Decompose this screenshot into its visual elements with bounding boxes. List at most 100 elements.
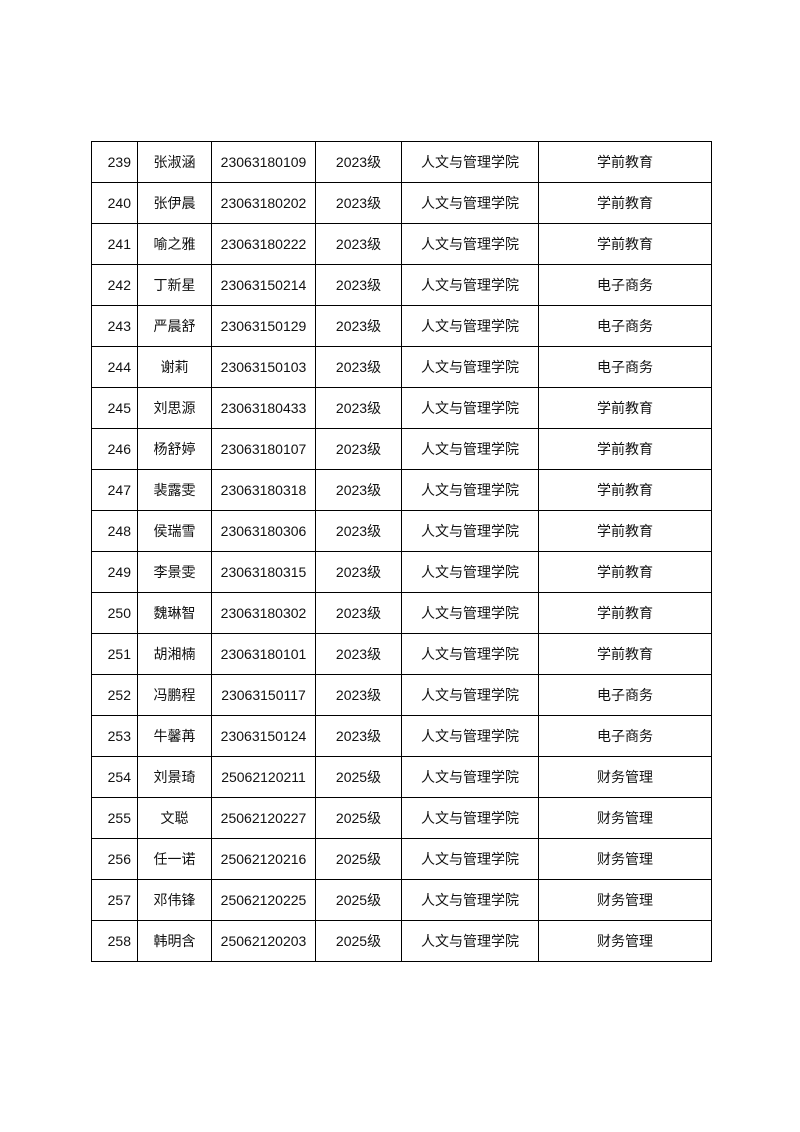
college-cell: 人文与管理学院 bbox=[401, 592, 539, 634]
row-number-cell: 246 bbox=[91, 428, 138, 470]
table-row: 253 牛馨苒 23063150124 2023级 人文与管理学院 电子商务 bbox=[91, 715, 712, 757]
table-row: 250 魏琳智 23063180302 2023级 人文与管理学院 学前教育 bbox=[91, 592, 712, 634]
major-cell: 电子商务 bbox=[538, 715, 712, 757]
table-row: 244 谢莉 23063150103 2023级 人文与管理学院 电子商务 bbox=[91, 346, 712, 388]
student-id-cell: 23063180107 bbox=[211, 428, 316, 470]
major-cell: 学前教育 bbox=[538, 141, 712, 183]
major-cell: 学前教育 bbox=[538, 469, 712, 511]
college-cell: 人文与管理学院 bbox=[401, 633, 539, 675]
student-id-cell: 25062120225 bbox=[211, 879, 316, 921]
major-cell: 电子商务 bbox=[538, 674, 712, 716]
student-id-cell: 23063150124 bbox=[211, 715, 316, 757]
student-name-cell: 邓伟锋 bbox=[137, 879, 212, 921]
student-name-cell: 张伊晨 bbox=[137, 182, 212, 224]
table-row: 251 胡湘楠 23063180101 2023级 人文与管理学院 学前教育 bbox=[91, 633, 712, 675]
college-cell: 人文与管理学院 bbox=[401, 797, 539, 839]
grade-cell: 2023级 bbox=[315, 510, 402, 552]
row-number-cell: 241 bbox=[91, 223, 138, 265]
college-cell: 人文与管理学院 bbox=[401, 879, 539, 921]
student-name-cell: 任一诺 bbox=[137, 838, 212, 880]
major-cell: 学前教育 bbox=[538, 428, 712, 470]
row-number-cell: 257 bbox=[91, 879, 138, 921]
major-cell: 学前教育 bbox=[538, 223, 712, 265]
student-id-cell: 23063150117 bbox=[211, 674, 316, 716]
major-cell: 学前教育 bbox=[538, 551, 712, 593]
grade-cell: 2023级 bbox=[315, 674, 402, 716]
college-cell: 人文与管理学院 bbox=[401, 182, 539, 224]
table-row: 258 韩明含 25062120203 2025级 人文与管理学院 财务管理 bbox=[91, 920, 712, 962]
college-cell: 人文与管理学院 bbox=[401, 715, 539, 757]
student-name-cell: 张淑涵 bbox=[137, 141, 212, 183]
major-cell: 财务管理 bbox=[538, 797, 712, 839]
student-name-cell: 谢莉 bbox=[137, 346, 212, 388]
grade-cell: 2023级 bbox=[315, 223, 402, 265]
student-name-cell: 刘思源 bbox=[137, 387, 212, 429]
college-cell: 人文与管理学院 bbox=[401, 838, 539, 880]
grade-cell: 2025级 bbox=[315, 879, 402, 921]
major-cell: 学前教育 bbox=[538, 633, 712, 675]
student-name-cell: 喻之雅 bbox=[137, 223, 212, 265]
college-cell: 人文与管理学院 bbox=[401, 510, 539, 552]
student-id-cell: 25062120227 bbox=[211, 797, 316, 839]
student-id-cell: 23063150103 bbox=[211, 346, 316, 388]
table-row: 245 刘思源 23063180433 2023级 人文与管理学院 学前教育 bbox=[91, 387, 712, 429]
row-number-cell: 252 bbox=[91, 674, 138, 716]
major-cell: 财务管理 bbox=[538, 756, 712, 798]
college-cell: 人文与管理学院 bbox=[401, 387, 539, 429]
grade-cell: 2023级 bbox=[315, 715, 402, 757]
student-id-cell: 23063180109 bbox=[211, 141, 316, 183]
grade-cell: 2023级 bbox=[315, 387, 402, 429]
row-number-cell: 254 bbox=[91, 756, 138, 798]
row-number-cell: 250 bbox=[91, 592, 138, 634]
college-cell: 人文与管理学院 bbox=[401, 346, 539, 388]
row-number-cell: 249 bbox=[91, 551, 138, 593]
student-name-cell: 李景雯 bbox=[137, 551, 212, 593]
student-list-table: 239 张淑涵 23063180109 2023级 人文与管理学院 学前教育 240 张伊晨 2… bbox=[91, 141, 712, 962]
college-cell: 人文与管理学院 bbox=[401, 756, 539, 798]
grade-cell: 2023级 bbox=[315, 551, 402, 593]
grade-cell: 2023级 bbox=[315, 592, 402, 634]
student-name-cell: 丁新星 bbox=[137, 264, 212, 306]
grade-cell: 2023级 bbox=[315, 141, 402, 183]
student-id-cell: 25062120203 bbox=[211, 920, 316, 962]
row-number-cell: 244 bbox=[91, 346, 138, 388]
row-number-cell: 247 bbox=[91, 469, 138, 511]
major-cell: 电子商务 bbox=[538, 305, 712, 347]
grade-cell: 2023级 bbox=[315, 633, 402, 675]
grade-cell: 2025级 bbox=[315, 756, 402, 798]
grade-cell: 2025级 bbox=[315, 920, 402, 962]
row-number-cell: 239 bbox=[91, 141, 138, 183]
major-cell: 电子商务 bbox=[538, 346, 712, 388]
major-cell: 学前教育 bbox=[538, 592, 712, 634]
table-row: 257 邓伟锋 25062120225 2025级 人文与管理学院 财务管理 bbox=[91, 879, 712, 921]
college-cell: 人文与管理学院 bbox=[401, 551, 539, 593]
student-id-cell: 23063180202 bbox=[211, 182, 316, 224]
grade-cell: 2023级 bbox=[315, 469, 402, 511]
table-row: 248 侯瑞雪 23063180306 2023级 人文与管理学院 学前教育 bbox=[91, 510, 712, 552]
row-number-cell: 240 bbox=[91, 182, 138, 224]
grade-cell: 2023级 bbox=[315, 182, 402, 224]
student-name-cell: 韩明含 bbox=[137, 920, 212, 962]
row-number-cell: 258 bbox=[91, 920, 138, 962]
student-id-cell: 23063180101 bbox=[211, 633, 316, 675]
major-cell: 电子商务 bbox=[538, 264, 712, 306]
student-id-cell: 23063150129 bbox=[211, 305, 316, 347]
major-cell: 学前教育 bbox=[538, 182, 712, 224]
student-id-cell: 25062120216 bbox=[211, 838, 316, 880]
major-cell: 财务管理 bbox=[538, 838, 712, 880]
college-cell: 人文与管理学院 bbox=[401, 469, 539, 511]
student-name-cell: 胡湘楠 bbox=[137, 633, 212, 675]
student-id-cell: 23063180433 bbox=[211, 387, 316, 429]
grade-cell: 2025级 bbox=[315, 797, 402, 839]
table-row: 243 严晨舒 23063150129 2023级 人文与管理学院 电子商务 bbox=[91, 305, 712, 347]
grade-cell: 2023级 bbox=[315, 264, 402, 306]
table-row: 254 刘景琦 25062120211 2025级 人文与管理学院 财务管理 bbox=[91, 756, 712, 798]
student-name-cell: 魏琳智 bbox=[137, 592, 212, 634]
grade-cell: 2025级 bbox=[315, 838, 402, 880]
table-row: 242 丁新星 23063150214 2023级 人文与管理学院 电子商务 bbox=[91, 264, 712, 306]
table-row: 252 冯鹏程 23063150117 2023级 人文与管理学院 电子商务 bbox=[91, 674, 712, 716]
student-name-cell: 杨舒婷 bbox=[137, 428, 212, 470]
row-number-cell: 251 bbox=[91, 633, 138, 675]
college-cell: 人文与管理学院 bbox=[401, 674, 539, 716]
table-row: 256 任一诺 25062120216 2025级 人文与管理学院 财务管理 bbox=[91, 838, 712, 880]
